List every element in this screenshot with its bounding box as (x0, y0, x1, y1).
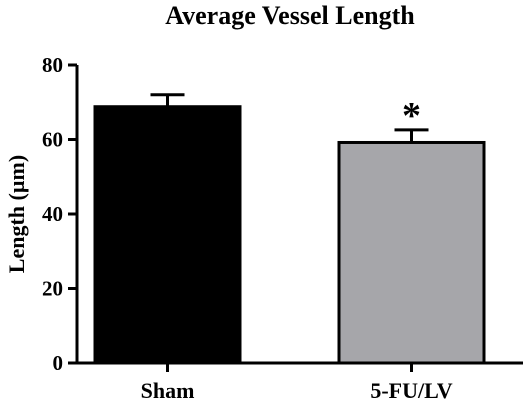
bar (93, 105, 242, 365)
plot-area: 0 20 40 60 80 Sham 5-FU/LV * (42, 53, 523, 403)
y-axis-label: Length (µm) (4, 155, 29, 273)
bar (337, 140, 486, 365)
x-tick-label: Sham (141, 378, 195, 403)
y-tick-label: 0 (53, 351, 64, 375)
y-tick-label: 80 (42, 53, 63, 77)
y-tick-label: 20 (42, 277, 63, 301)
significance-asterisk: * (402, 95, 421, 137)
chart-title: Average Vessel Length (165, 1, 415, 30)
y-tick-label: 40 (42, 202, 63, 226)
y-tick-label: 60 (42, 128, 63, 152)
x-tick-label: 5-FU/LV (370, 378, 452, 403)
